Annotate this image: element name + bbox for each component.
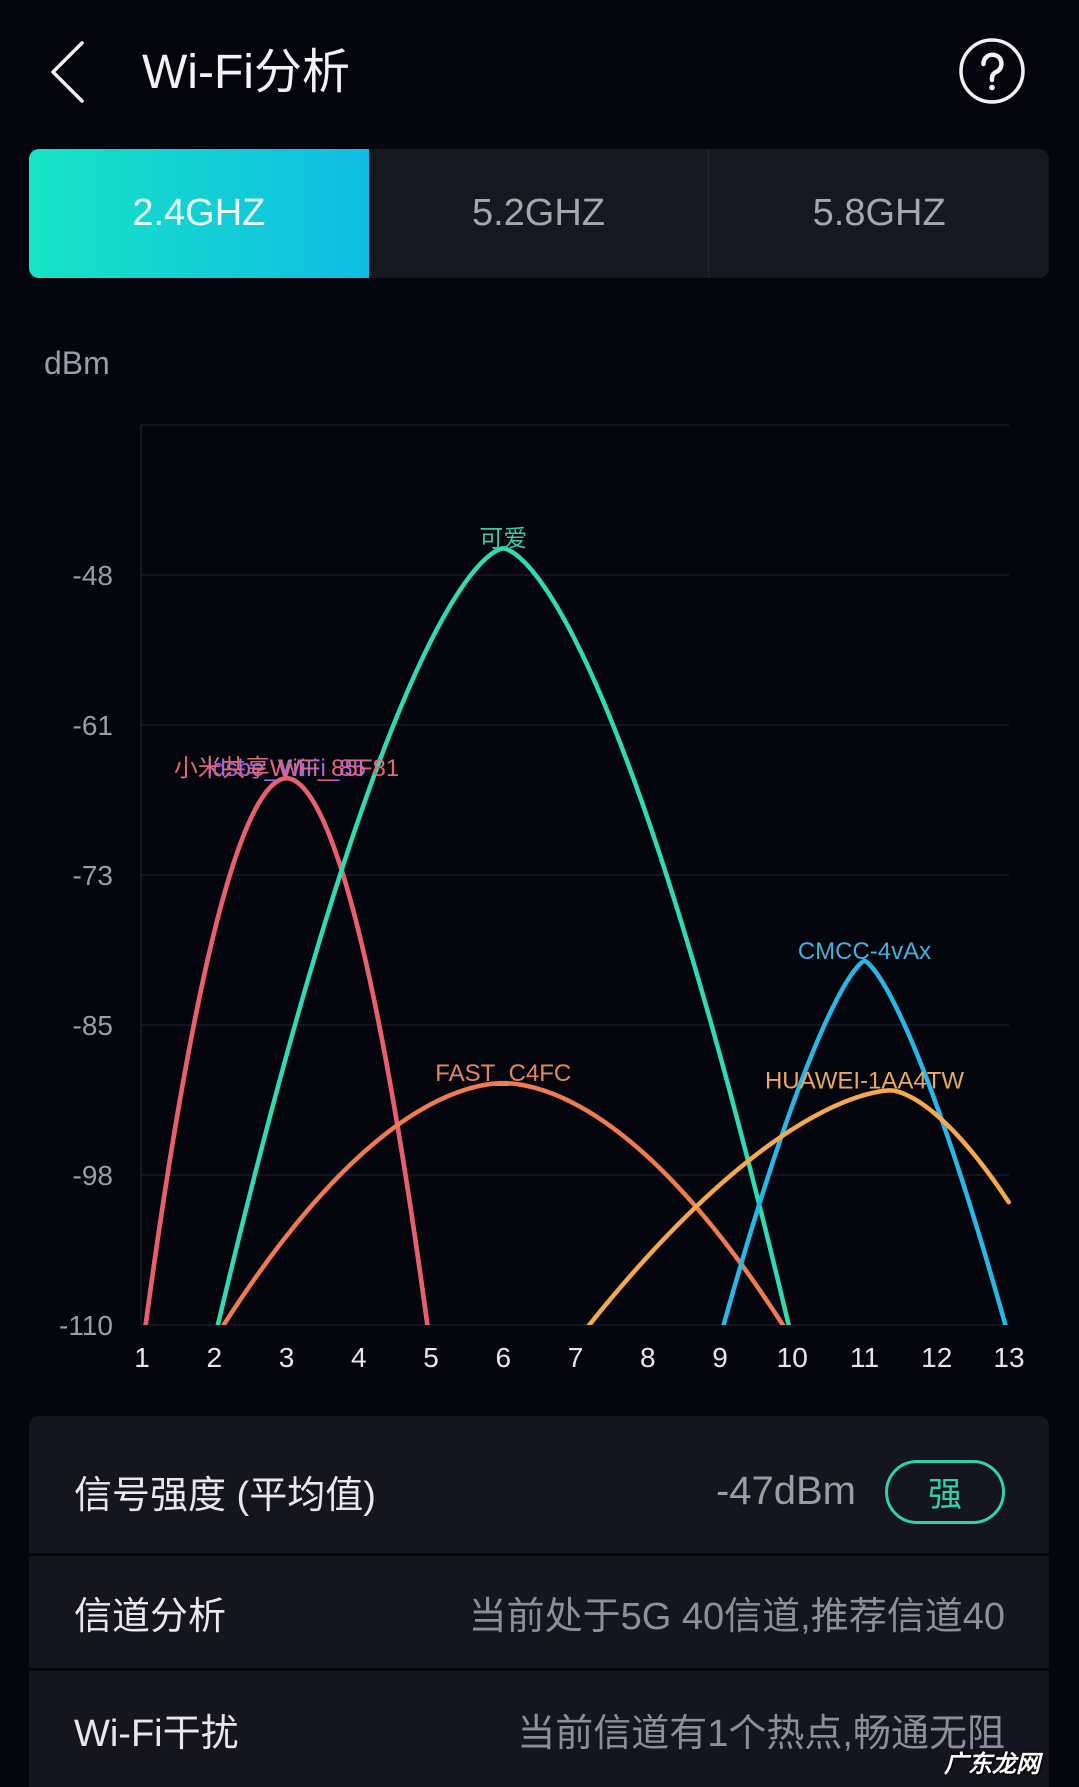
signal-strength-badge: 强 [885, 1459, 1005, 1524]
signal-strength-row: 信号强度 (平均值) -47dBm 强 [29, 1416, 1049, 1553]
x-tick-label: 8 [640, 1342, 656, 1373]
network-label: 可爱 [479, 525, 527, 552]
wifi-interference-row[interactable]: Wi-Fi干扰 当前信道有1个热点,畅通无阻 [29, 1671, 1049, 1787]
y-tick-label: -73 [73, 860, 113, 891]
y-tick-label: -61 [73, 710, 113, 741]
x-tick-label: 10 [777, 1342, 808, 1373]
help-button[interactable] [959, 38, 1025, 104]
network-curve [586, 1088, 1011, 1325]
x-tick-label: 3 [279, 1342, 295, 1373]
y-axis-unit-label: dBm [44, 345, 110, 381]
network-label: 小米共享WiFi_85F81 [174, 755, 399, 782]
back-button[interactable] [40, 38, 96, 108]
wifi-interference-value: 当前信道有1个热点,畅通无阻 [517, 1712, 1005, 1755]
gridlines [140, 424, 1009, 1326]
y-tick-label: -98 [73, 1160, 113, 1191]
signal-strength-value: -47dBm [715, 1469, 856, 1513]
channel-analysis-value: 当前处于5G 40信道,推荐信道40 [468, 1595, 1005, 1638]
channel-analysis-label: 信道分析 [74, 1595, 227, 1638]
network-label: FAST_C4FC [435, 1060, 571, 1087]
signal-strength-label: 信号强度 (平均值) [74, 1475, 376, 1517]
network-curve [721, 958, 1008, 1325]
x-tick-label: 4 [351, 1342, 367, 1373]
x-tick-label: 9 [712, 1342, 728, 1373]
chevron-left-icon [51, 41, 84, 103]
network-label: CMCC-4vAx [798, 938, 931, 965]
x-tick-label: 7 [568, 1342, 584, 1373]
band-tabs: 2.4GHZ 5.2GHZ 5.8GHZ [29, 149, 1049, 278]
tab-5-8ghz[interactable]: 5.8GHZ [708, 149, 1049, 278]
x-tick-label: 6 [495, 1342, 511, 1373]
tab-2-4ghz[interactable]: 2.4GHZ [29, 149, 369, 278]
page-title: Wi-Fi分析 [142, 46, 350, 99]
y-tick-label: -110 [59, 1310, 113, 1341]
y-tick-label: -48 [73, 560, 113, 591]
x-tick-label: 11 [850, 1342, 879, 1373]
x-tick-label: 12 [921, 1342, 952, 1373]
x-tick-label: 2 [206, 1342, 222, 1373]
y-tick-label: -85 [73, 1010, 113, 1041]
network-curve [143, 775, 430, 1325]
channel-analysis-row[interactable]: 信道分析 当前处于5G 40信道,推荐信道40 [29, 1556, 1049, 1668]
wifi-interference-label: Wi-Fi干扰 [74, 1712, 239, 1755]
x-tick-label: 13 [993, 1342, 1024, 1373]
network-label: HUAWEI-1AA4TW [765, 1067, 964, 1094]
network-curve [143, 775, 430, 1325]
x-tick-label: 5 [423, 1342, 439, 1373]
question-circle-icon [959, 38, 1025, 104]
network-curve [215, 546, 791, 1325]
network-label: ldsbe_WiFi_85 [207, 755, 366, 782]
signal-curves [143, 546, 1011, 1325]
network-curve [220, 1080, 786, 1325]
x-tick-label: 1 [134, 1342, 150, 1373]
tab-5-2ghz[interactable]: 5.2GHZ [471, 192, 606, 234]
watermark: 广东龙网 [944, 1751, 1040, 1778]
